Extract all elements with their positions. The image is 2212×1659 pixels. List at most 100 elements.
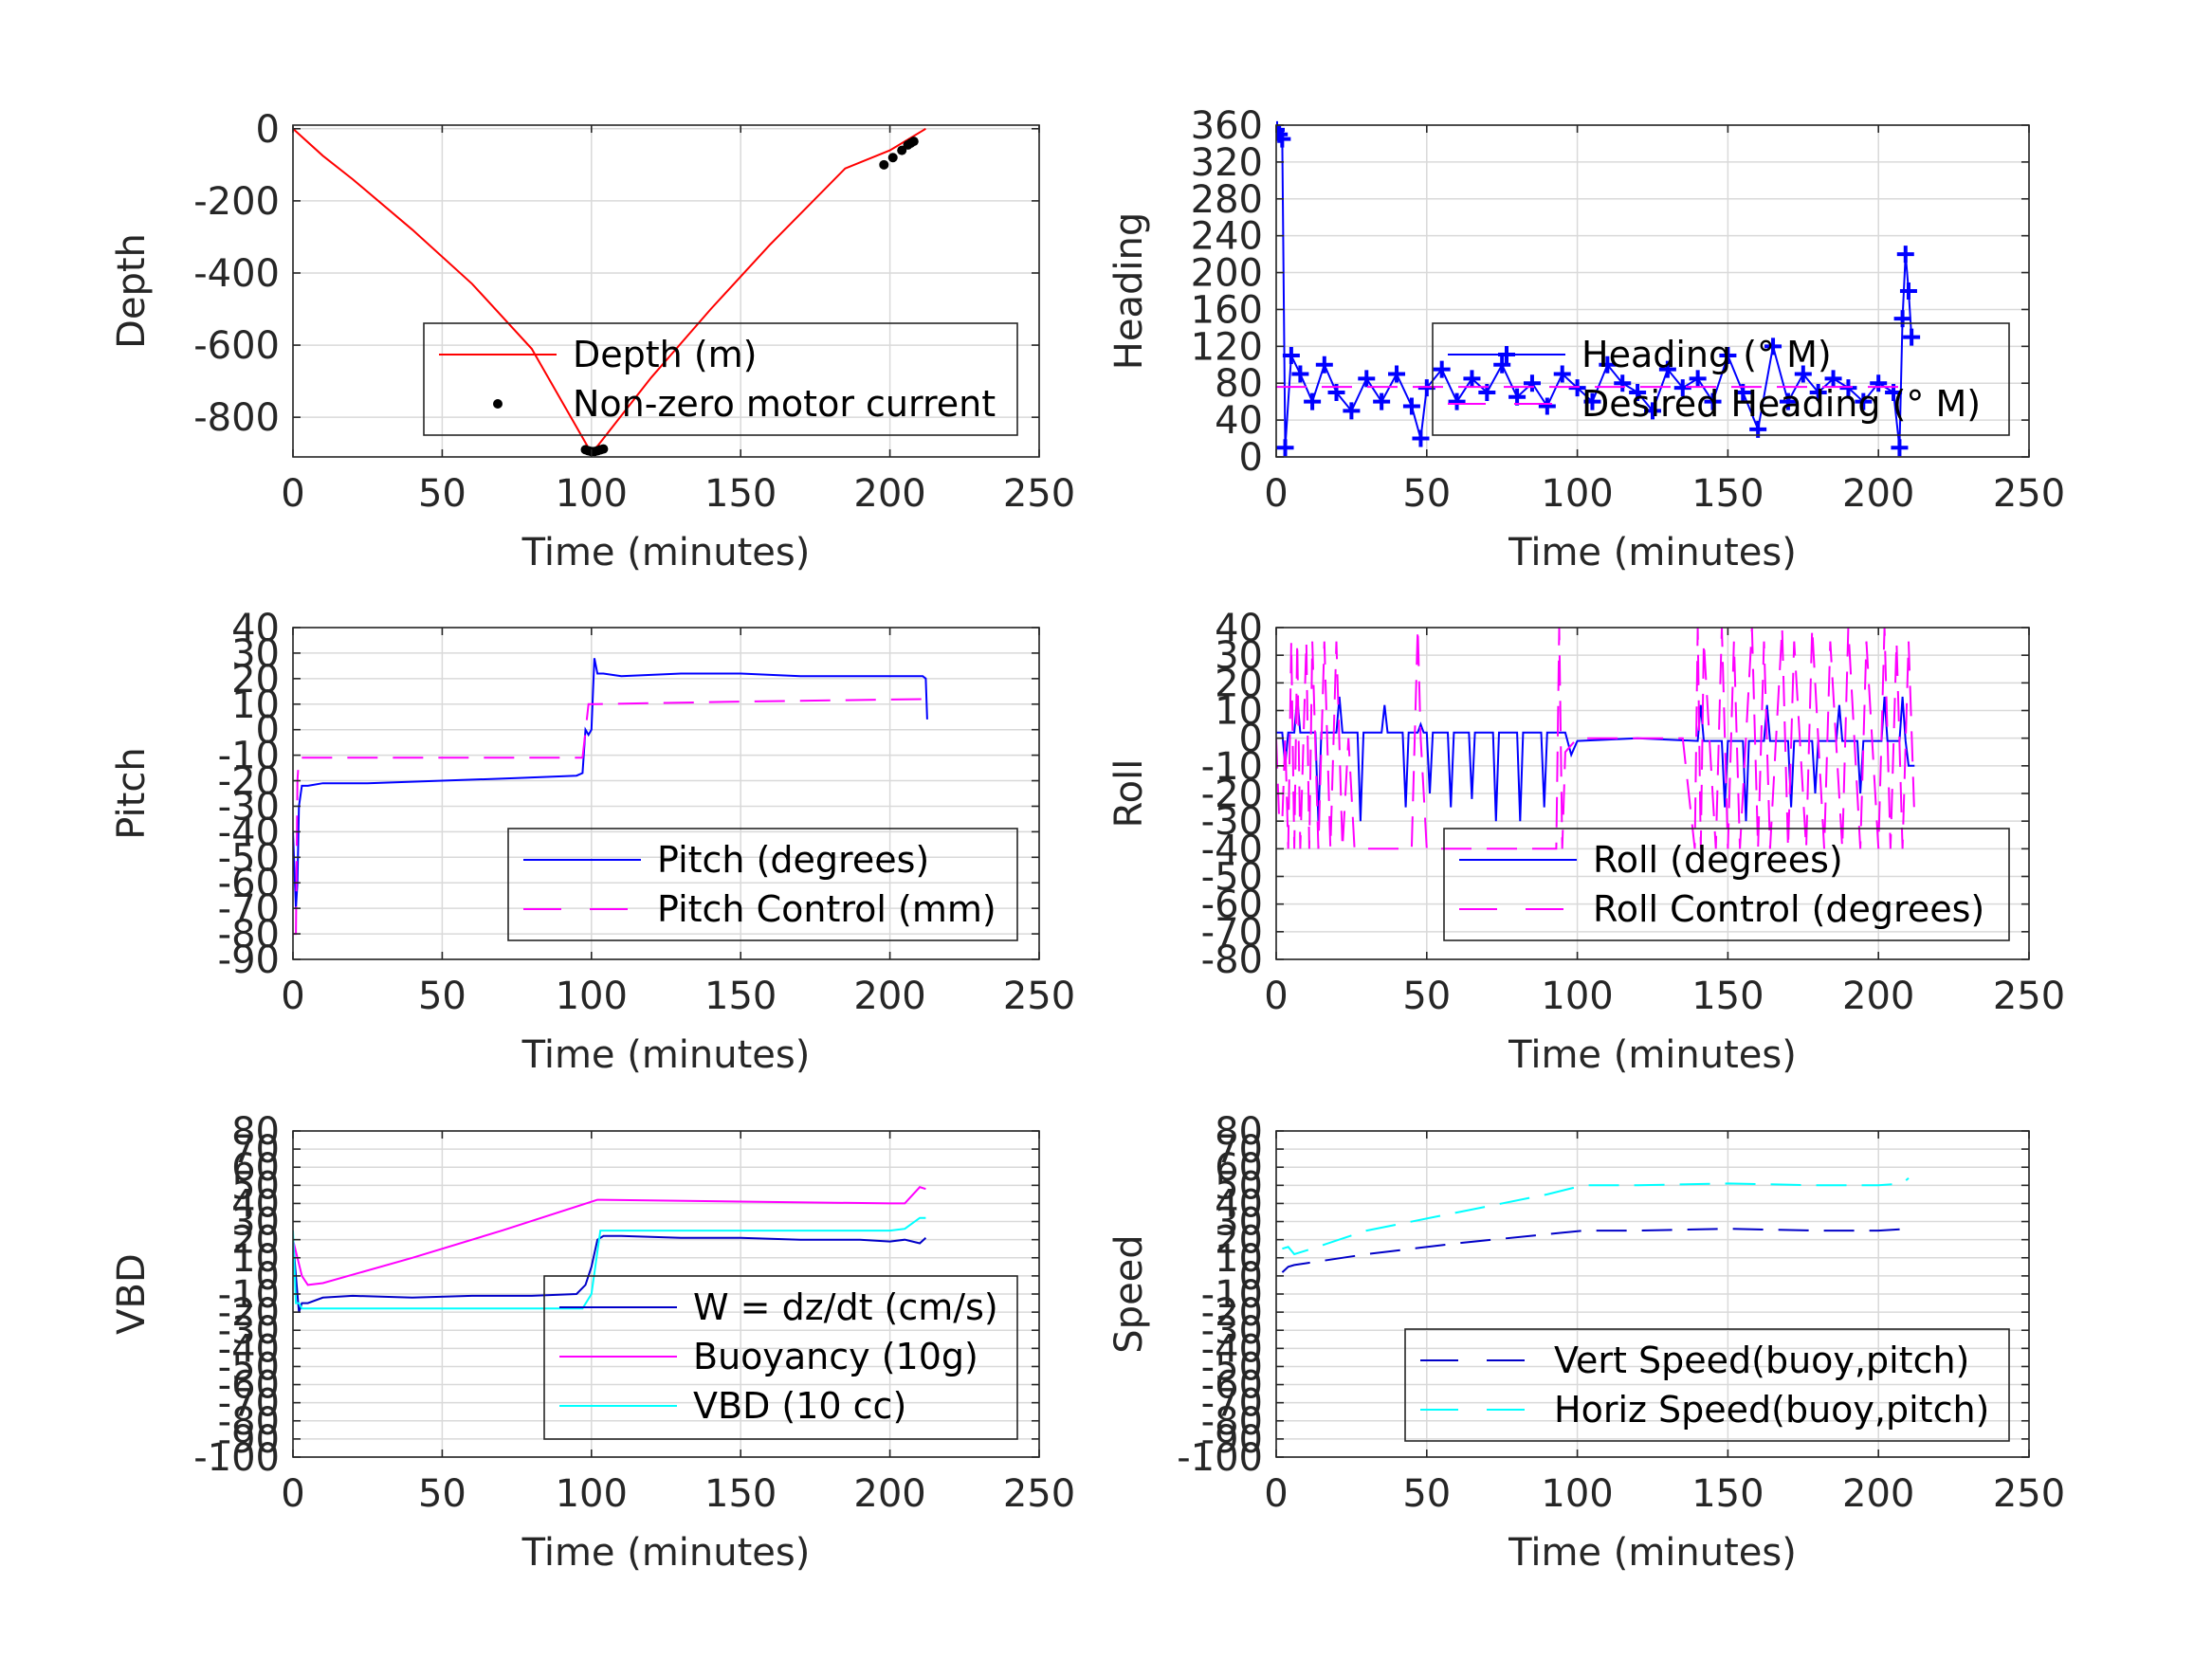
roll-ytick-label: -40	[1201, 828, 1263, 871]
roll-ytick-label: 40	[1215, 607, 1263, 650]
pitch-series-group	[293, 658, 928, 936]
roll-ytick-label: 30	[1215, 634, 1263, 678]
heading-ytick-label: 280	[1191, 178, 1263, 222]
depth-legend-label: Non-zero motor current	[573, 383, 996, 425]
pitch-xtick-label: 100	[556, 975, 628, 1018]
heading-xtick-label: 250	[1993, 472, 2065, 516]
heading-subplot: 0 50 100 150 200 2500408012016020024028032036…	[1107, 104, 2065, 574]
heading-xtick-label: 0	[1264, 472, 1288, 516]
heading-series-group	[1276, 120, 1921, 457]
heading-legend-box	[1432, 322, 2010, 436]
vbd-xtick-label: 100	[556, 1472, 628, 1516]
heading-ytick-label: 320	[1191, 141, 1263, 185]
depth-ylabel: Depth	[110, 233, 154, 349]
vbd-ytick-label: -70	[218, 1382, 280, 1426]
heading-legend-label: Desired Heading (° M)	[1581, 383, 1981, 425]
depth-ytick-label: 0	[256, 108, 280, 152]
vbd-legend: W = dz/dt (cm/s) Buoyancy (10g) VBD (10 cc…	[543, 1275, 1018, 1440]
speed-ytick-label: 10	[1215, 1237, 1263, 1281]
roll-xtick-label: 200	[1842, 975, 1914, 1018]
speed-ytick-label: 50	[1215, 1164, 1263, 1208]
speed-ytick-label: 30	[1215, 1201, 1263, 1245]
depth-xtick-label: 50	[418, 472, 466, 516]
depth-xtick-label: 250	[1003, 472, 1075, 516]
heading-plus-marker	[1599, 356, 1617, 374]
pitch-ytick-label: 40	[231, 607, 280, 650]
depth-point	[908, 137, 919, 147]
heading-plus-marker	[1276, 120, 1285, 138]
heading-axes-box	[1275, 124, 2030, 458]
vbd-ytick-label: -100	[193, 1436, 280, 1480]
pitch-xtick-label: 0	[281, 975, 304, 1018]
roll-xtick-label: 250	[1993, 975, 2065, 1018]
depth-legend: Depth (m) Non-zero motor current	[423, 322, 1018, 436]
pitch-subplot: 0 50 100 150 200 250403020100-10-20-30-40-50-…	[110, 607, 1075, 1077]
roll-xtick-label: 100	[1541, 975, 1613, 1018]
vbd-ytick-label: -40	[218, 1327, 280, 1371]
vbd-ytick-label: 0	[256, 1255, 280, 1299]
pitch-legend-label: Pitch Control (mm)	[657, 888, 996, 930]
depth-ticks: 0 50 100 150 200 250 0 -200 -400 -600 -800	[193, 108, 1075, 516]
heading-plus-marker	[1870, 374, 1888, 392]
pitch-legend-label: Pitch (degrees)	[657, 839, 929, 881]
heading-series-line	[1276, 129, 1913, 448]
vbd-ytick-label: -10	[218, 1273, 280, 1317]
speed-ytick-label: 20	[1215, 1219, 1263, 1263]
heading-plus-marker	[1493, 356, 1511, 374]
speed-ytick-label: -100	[1177, 1436, 1263, 1480]
heading-plus-marker	[1463, 370, 1481, 388]
pitch-ytick-label: 10	[231, 684, 280, 727]
vbd-ytick-label: -80	[218, 1400, 280, 1444]
pitch-series-line	[293, 658, 928, 909]
speed-ytick-label: 0	[1239, 1255, 1263, 1299]
heading-xtick-label: 200	[1842, 472, 1914, 516]
vbd-ytick-label: 50	[231, 1164, 280, 1208]
heading-plus-marker	[1402, 397, 1420, 415]
roll-xtick-label: 50	[1402, 975, 1451, 1018]
vbd-legend-label: VBD (10 cc)	[693, 1385, 906, 1427]
roll-ytick-label: 10	[1215, 690, 1263, 734]
speed-ytick-label: -70	[1201, 1382, 1263, 1426]
speed-xtick-label: 200	[1842, 1472, 1914, 1516]
pitch-ytick-label: -90	[218, 939, 280, 982]
speed-ytick-label: -60	[1201, 1364, 1263, 1408]
speed-subplot: 0 50 100 150 200 25080706050403020100-10-20-3…	[1107, 1110, 2065, 1575]
roll-ytick-label: 20	[1215, 662, 1263, 705]
speed-ytick-label: -40	[1201, 1327, 1263, 1371]
vbd-ytick-label: 70	[231, 1128, 280, 1172]
vbd-xtick-label: 0	[281, 1472, 304, 1516]
heading-ytick-label: 200	[1191, 252, 1263, 296]
heading-plus-marker	[1583, 392, 1601, 410]
pitch-legend: Pitch (degrees) Pitch Control (mm)	[507, 828, 1018, 941]
vbd-ytick-label: 10	[231, 1237, 280, 1281]
pitch-legend-box	[507, 828, 1018, 941]
roll-xtick-label: 150	[1691, 975, 1764, 1018]
depth-xtick-label: 200	[853, 472, 925, 516]
speed-xtick-label: 150	[1691, 1472, 1764, 1516]
heading-ytick-label: 240	[1191, 215, 1263, 259]
depth-ytick-label: -600	[193, 324, 280, 368]
speed-legend-label: Vert Speed(buoy,pitch)	[1554, 1340, 1969, 1381]
heading-plus-marker	[1433, 360, 1451, 378]
vbd-ytick-label: 40	[231, 1182, 280, 1226]
heading-plus-marker	[1689, 370, 1707, 388]
vbd-ytick-label: 60	[231, 1146, 280, 1190]
vbd-series-line	[293, 1186, 926, 1286]
vbd-ytick-label: -30	[218, 1309, 280, 1353]
depth-legend-label: Depth (m)	[573, 334, 758, 375]
pitch-ytick-label: -60	[218, 862, 280, 905]
heading-plus-marker	[1824, 370, 1842, 388]
pitch-ytick-label: 20	[231, 658, 280, 702]
heading-ytick-label: 0	[1239, 436, 1263, 480]
vbd-series-line	[293, 1216, 926, 1310]
roll-ytick-label: -60	[1201, 884, 1263, 927]
speed-ytick-label: -90	[1201, 1418, 1263, 1462]
depth-point	[598, 444, 609, 454]
vbd-ytick-label: 80	[231, 1110, 280, 1154]
speed-ytick-label: -30	[1201, 1309, 1263, 1353]
heading-plus-marker	[1448, 392, 1466, 410]
heading-plus-marker	[1358, 370, 1376, 388]
pitch-xtick-label: 50	[418, 975, 466, 1018]
heading-plus-marker	[1282, 347, 1300, 365]
